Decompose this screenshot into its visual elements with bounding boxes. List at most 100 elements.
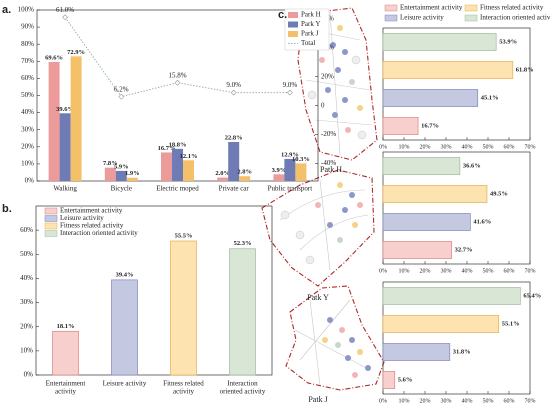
x-tick-label: 30%: [441, 144, 452, 150]
map-path: [294, 299, 371, 386]
bar: [382, 117, 419, 135]
total-marker: [62, 14, 69, 21]
x-tick-label: 30%: [441, 268, 452, 274]
x-tick-label: 20%: [420, 398, 431, 404]
x-tick-label: Bicycle: [111, 185, 132, 193]
y-tick-label: 0%: [24, 371, 34, 379]
x-tick-label: Fitness related: [163, 380, 204, 388]
x-tick-label: 0%: [379, 144, 387, 150]
y-tick-label: 0%: [25, 177, 35, 185]
legend-label: Interaction oriented activity: [60, 229, 138, 237]
legend-swatch: [44, 215, 58, 222]
legend-label: Leisure activity: [60, 214, 104, 222]
x-tick-label: 60%: [504, 398, 515, 404]
legend-swatch: [384, 14, 398, 22]
legend-swatch: [464, 4, 478, 12]
bar: [48, 61, 60, 181]
y-tick-label: 10%: [21, 160, 34, 168]
x-tick-label: oriented activity: [220, 388, 266, 396]
map-label: Patk J: [308, 395, 327, 404]
y-tick-label: 50%: [21, 91, 34, 99]
x-tick-label: 20%: [420, 268, 431, 274]
plot-frame: [382, 27, 531, 141]
bar: [59, 113, 71, 181]
x-tick-label: Electric moped: [156, 185, 199, 193]
y-tick-label: 20%: [20, 322, 33, 330]
x-tick-label: 50%: [483, 144, 494, 150]
value-label: 12.1%: [180, 153, 198, 160]
x-tick-label: 10%: [399, 268, 410, 274]
x-tick-label: activity: [173, 388, 194, 396]
value-label: 39.4%: [116, 271, 134, 278]
value-label: 18.8%: [169, 141, 187, 148]
legend-swatch: [288, 31, 298, 37]
bar: [170, 240, 197, 376]
y-tick-label: 60%: [20, 226, 33, 234]
value-label: 2.0%: [215, 170, 230, 177]
legend-swatch: [44, 230, 58, 237]
x-tick-label: 40%: [462, 268, 473, 274]
bar: [382, 287, 521, 305]
total-marker: [230, 89, 237, 96]
x-tick-label: 70%: [525, 398, 536, 404]
map-dots: [322, 317, 371, 378]
legend-label: Entertainment activity: [60, 207, 123, 215]
x-tick-label: 60%: [504, 268, 515, 274]
map-dots: [280, 182, 363, 265]
total-label: 9.0%: [226, 81, 241, 89]
map-path: [305, 11, 373, 156]
value-label: 5.6%: [398, 376, 413, 383]
y-tick-label: 90%: [21, 23, 34, 31]
y-tick-label: 0: [321, 101, 325, 109]
y-tick-label: 60%: [21, 74, 34, 82]
bar: [126, 177, 138, 181]
bar: [382, 33, 497, 51]
legend-label: Park Y: [301, 20, 320, 28]
map-label: Patk H: [320, 165, 342, 174]
value-label: 12.9%: [281, 151, 299, 158]
map-park-j: [285, 285, 385, 391]
value-label: 7.8%: [103, 160, 118, 167]
total-marker: [174, 79, 181, 86]
x-tick-label: Public transport: [268, 185, 313, 193]
legend-label: Fitness related activity: [60, 222, 124, 230]
total-marker: [286, 89, 293, 96]
bar: [382, 89, 479, 107]
y-tick-label: 40%: [21, 108, 34, 116]
value-label: 32.7%: [455, 246, 473, 253]
value-label: 31.8%: [453, 348, 471, 355]
bar: [161, 152, 172, 181]
y-tick-label: 30%: [21, 125, 34, 133]
x-tick-label: Entertainment: [46, 380, 86, 388]
value-label: 3.9%: [272, 167, 287, 174]
bar: [382, 241, 453, 259]
x-tick-label: 30%: [441, 398, 452, 404]
bar: [104, 167, 116, 181]
value-label: 52.3%: [234, 240, 252, 247]
legend-label: Fitness related activity: [480, 4, 544, 12]
value-label: 61.8%: [516, 66, 534, 73]
plot-frame: [382, 151, 531, 265]
value-label: 22.8%: [225, 134, 243, 141]
x-tick-label: Walking: [53, 185, 77, 193]
bar: [382, 371, 396, 389]
value-label: 41.6%: [473, 218, 491, 225]
value-label: 69.6%: [45, 54, 63, 61]
panel-label: c.: [278, 9, 287, 21]
map-outline: [261, 169, 375, 287]
value-label: 55.1%: [502, 320, 520, 327]
x-tick-label: 70%: [525, 268, 536, 274]
value-label: 5.9%: [114, 163, 129, 170]
bar: [111, 279, 138, 376]
total-marker: [118, 93, 125, 100]
legend-swatch: [288, 12, 298, 18]
total-label: 6.2%: [114, 85, 129, 93]
y-tick-label: 100%: [18, 6, 35, 14]
x-tick-label: 0%: [379, 268, 387, 274]
legend-swatch: [464, 14, 478, 22]
value-label: 16.7%: [421, 122, 439, 129]
y-tick-label: 10%: [20, 346, 33, 354]
value-label: 72.9%: [67, 49, 85, 56]
legend-label: Entertainment activity: [400, 4, 463, 12]
